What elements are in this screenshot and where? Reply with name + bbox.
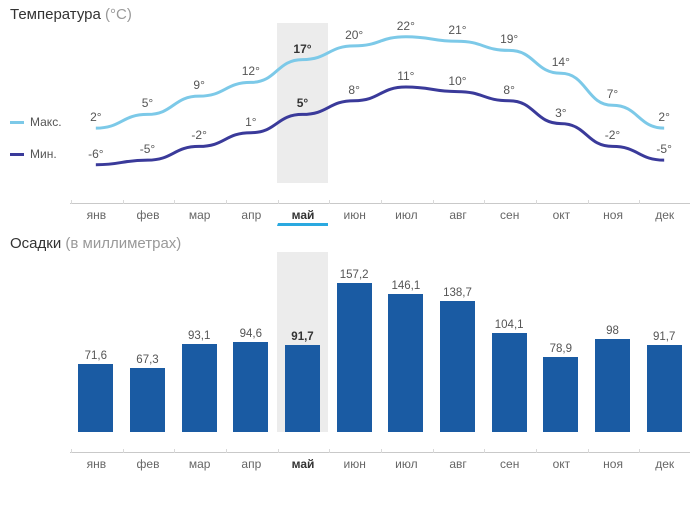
temperature-plot-area: 2°5°9°12°17°20°22°21°19°14°7°2°-6°-5°-2°… bbox=[70, 23, 690, 183]
temperature-month-tick[interactable]: ноя bbox=[587, 204, 639, 223]
temperature-month-tick[interactable]: апр bbox=[225, 204, 277, 223]
temp-max-value-label: 17° bbox=[293, 42, 311, 56]
temp-max-value-label: 21° bbox=[448, 23, 466, 37]
temp-min-value-label: 8° bbox=[503, 83, 514, 97]
precip-bar[interactable] bbox=[130, 368, 165, 432]
temp-max-value-label: 9° bbox=[193, 78, 204, 92]
precip-month-tick[interactable]: мар bbox=[173, 453, 225, 472]
precip-value-label: 146,1 bbox=[391, 280, 420, 292]
precip-bar[interactable] bbox=[337, 283, 372, 432]
temp-min-value-label: -6° bbox=[88, 147, 103, 161]
precip-month-tick[interactable]: янв bbox=[70, 453, 122, 472]
precipitation-x-axis: янвфевмарапрмайиюниюлавгсеноктноядек bbox=[70, 452, 690, 472]
precip-bar[interactable] bbox=[182, 344, 217, 432]
precip-bar[interactable] bbox=[285, 345, 320, 432]
temp-max-value-label: 19° bbox=[500, 32, 518, 46]
temp-min-value-label: 3° bbox=[555, 106, 566, 120]
temp-max-value-label: 5° bbox=[142, 96, 153, 110]
precip-month-tick[interactable]: окт bbox=[535, 453, 587, 472]
temp-min-value-label: 10° bbox=[448, 74, 466, 88]
legend-max: Макс. bbox=[10, 115, 62, 129]
temp-min-value-label: 1° bbox=[245, 115, 256, 129]
temp-max-value-label: 12° bbox=[242, 64, 260, 78]
precip-value-label: 138,7 bbox=[443, 287, 472, 299]
temperature-month-tick[interactable]: июл bbox=[380, 204, 432, 223]
precip-bar[interactable] bbox=[543, 357, 578, 432]
precip-value-label: 98 bbox=[606, 325, 619, 337]
temperature-legend: Макс. Мин. bbox=[10, 115, 62, 179]
precipitation-plot-area: 71,6 67,3 93,1 94,6 91,7 157,2 146,1 138,7 104,1… bbox=[70, 252, 690, 432]
precip-bar[interactable] bbox=[492, 333, 527, 432]
temperature-unit: (°C) bbox=[105, 6, 132, 23]
precip-month-tick[interactable]: фев bbox=[122, 453, 174, 472]
precip-month-tick[interactable]: авг bbox=[432, 453, 484, 472]
legend-min: Мин. bbox=[10, 147, 62, 161]
precip-value-label: 78,9 bbox=[550, 343, 572, 355]
precip-bar[interactable] bbox=[440, 301, 475, 432]
temperature-month-tick[interactable]: авг bbox=[432, 204, 484, 223]
legend-min-label: Мин. bbox=[30, 147, 57, 161]
temp-min-value-label: -2° bbox=[605, 128, 620, 142]
temp-max-value-label: 2° bbox=[90, 110, 101, 124]
temperature-month-tick[interactable]: дек bbox=[638, 204, 690, 223]
temp-max-value-label: 22° bbox=[397, 19, 415, 33]
temperature-month-tick[interactable]: окт bbox=[535, 204, 587, 223]
temp-min-value-label: -2° bbox=[191, 128, 206, 142]
precip-value-label: 71,6 bbox=[85, 350, 107, 362]
temp-min-value-label: 5° bbox=[297, 96, 308, 110]
precip-month-tick[interactable]: май bbox=[277, 453, 329, 472]
precip-month-tick[interactable]: сен bbox=[483, 453, 535, 472]
legend-max-swatch bbox=[10, 121, 24, 124]
precip-month-tick[interactable]: дек bbox=[638, 453, 690, 472]
temperature-month-tick[interactable]: мар bbox=[173, 204, 225, 223]
precipitation-title: Осадки bbox=[10, 235, 61, 252]
precip-value-label: 91,7 bbox=[291, 331, 313, 343]
temp-max-value-label: 20° bbox=[345, 28, 363, 42]
temp-min-value-label: -5° bbox=[140, 142, 155, 156]
temp-min-value-label: -5° bbox=[656, 142, 671, 156]
temp-max-value-label: 14° bbox=[552, 55, 570, 69]
precip-bar[interactable] bbox=[647, 345, 682, 432]
precip-bar[interactable] bbox=[595, 339, 630, 432]
precip-value-label: 91,7 bbox=[653, 331, 675, 343]
precip-value-label: 157,2 bbox=[340, 269, 369, 281]
temperature-title-row: Температура (°C) bbox=[0, 0, 700, 23]
precip-value-label: 104,1 bbox=[495, 319, 524, 331]
precip-month-tick[interactable]: ноя bbox=[587, 453, 639, 472]
precip-bar[interactable] bbox=[388, 294, 423, 432]
temp-max-value-label: 2° bbox=[658, 110, 669, 124]
precip-month-tick[interactable]: июл bbox=[380, 453, 432, 472]
temp-min-value-label: 11° bbox=[397, 69, 414, 83]
precip-month-tick[interactable]: июн bbox=[328, 453, 380, 472]
precip-bar[interactable] bbox=[233, 342, 268, 432]
temperature-month-tick[interactable]: сен bbox=[483, 204, 535, 223]
precipitation-chart: 71,6 67,3 93,1 94,6 91,7 157,2 146,1 138,7 104,1… bbox=[0, 252, 700, 472]
precip-month-tick[interactable]: апр bbox=[225, 453, 277, 472]
temperature-month-tick[interactable]: июн bbox=[328, 204, 380, 223]
temp-max-value-label: 7° bbox=[607, 87, 618, 101]
precip-bar[interactable] bbox=[78, 364, 113, 432]
precip-value-label: 67,3 bbox=[136, 354, 158, 366]
temperature-x-axis: янвфевмарапрмайиюниюлавгсеноктноядек bbox=[70, 203, 690, 223]
temperature-month-tick[interactable]: фев bbox=[122, 204, 174, 223]
precipitation-unit: (в миллиметрах) bbox=[65, 235, 181, 252]
temperature-month-tick[interactable]: янв bbox=[70, 204, 122, 223]
temperature-lines-svg bbox=[70, 23, 690, 183]
legend-min-swatch bbox=[10, 153, 24, 156]
temperature-title: Температура bbox=[10, 6, 101, 23]
precip-value-label: 93,1 bbox=[188, 330, 210, 342]
temperature-chart: Макс. Мин. 2°5°9°12°17°20°22°21°19°14°7°… bbox=[0, 23, 700, 223]
temperature-month-tick[interactable]: май bbox=[277, 204, 329, 226]
temp-min-value-label: 8° bbox=[348, 83, 359, 97]
precipitation-title-row: Осадки (в миллиметрах) bbox=[0, 229, 700, 252]
legend-max-label: Макс. bbox=[30, 115, 62, 129]
precip-value-label: 94,6 bbox=[240, 328, 262, 340]
